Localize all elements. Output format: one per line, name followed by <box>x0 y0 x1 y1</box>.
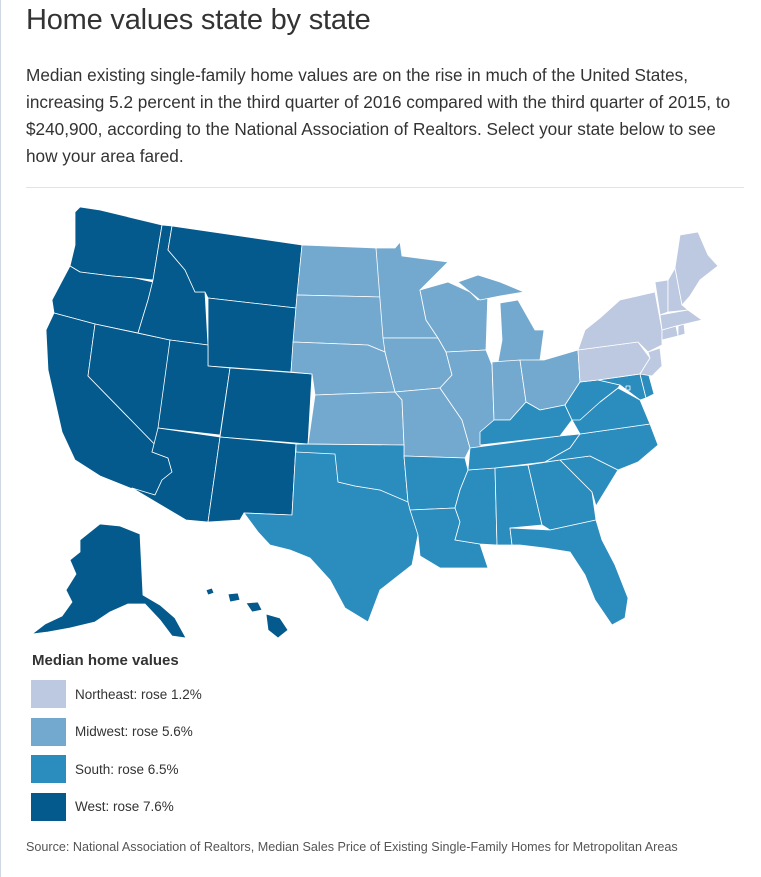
state-DC[interactable] <box>625 385 631 391</box>
intro-paragraph: Median existing single-family home value… <box>26 65 731 166</box>
state-RI[interactable] <box>677 323 686 337</box>
state-MI-lower[interactable] <box>497 299 545 363</box>
legend-swatch-south <box>31 755 66 783</box>
state-KY[interactable] <box>479 401 573 446</box>
state-WA[interactable] <box>69 206 163 281</box>
state-KS[interactable] <box>307 391 405 446</box>
legend-title: Median home values <box>32 652 179 669</box>
state-OK[interactable] <box>295 443 409 503</box>
page-title: Home values state by state <box>26 4 371 36</box>
state-HI-1[interactable] <box>205 587 215 596</box>
legend-label-midwest: Midwest: rose 5.6% <box>75 724 193 739</box>
legend-swatch-west <box>31 792 66 821</box>
legend-item-west: West: rose 7.6% <box>31 792 202 821</box>
state-IA[interactable] <box>382 337 453 393</box>
state-HI-4[interactable] <box>265 613 289 639</box>
state-NC[interactable] <box>544 423 659 471</box>
legend: Median home values Northeast: rose 1.2% … <box>31 652 202 830</box>
legend-swatch-midwest <box>31 717 66 746</box>
us-states-map <box>31 206 719 639</box>
state-NJ[interactable] <box>639 347 663 377</box>
legend-label-west: West: rose 7.6% <box>75 799 174 814</box>
state-WI[interactable] <box>419 281 489 353</box>
legend-label-south: South: rose 6.5% <box>75 761 179 777</box>
legend-swatch-northeast <box>31 680 66 708</box>
legend-item-midwest: Midwest: rose 5.6% <box>31 717 202 746</box>
state-NM[interactable] <box>207 436 297 523</box>
source-note: Source: National Association of Realtors… <box>26 840 678 854</box>
state-HI-2[interactable] <box>227 592 241 603</box>
state-ND[interactable] <box>296 244 384 298</box>
legend-item-northeast: Northeast: rose 1.2% <box>31 680 202 708</box>
page-left-border <box>0 0 1 877</box>
state-MI-upper[interactable] <box>457 274 525 301</box>
state-CO[interactable] <box>219 367 313 445</box>
state-AK[interactable] <box>31 523 187 639</box>
state-ME[interactable] <box>674 231 719 306</box>
state-FL[interactable] <box>509 519 629 626</box>
divider <box>26 187 744 188</box>
state-NH[interactable] <box>667 267 689 313</box>
legend-item-south: South: rose 6.5% <box>31 755 202 783</box>
legend-label-northeast: Northeast: rose 1.2% <box>75 686 202 702</box>
state-NY[interactable] <box>577 291 663 353</box>
state-HI-3[interactable] <box>245 601 263 613</box>
state-WY[interactable] <box>207 297 297 373</box>
